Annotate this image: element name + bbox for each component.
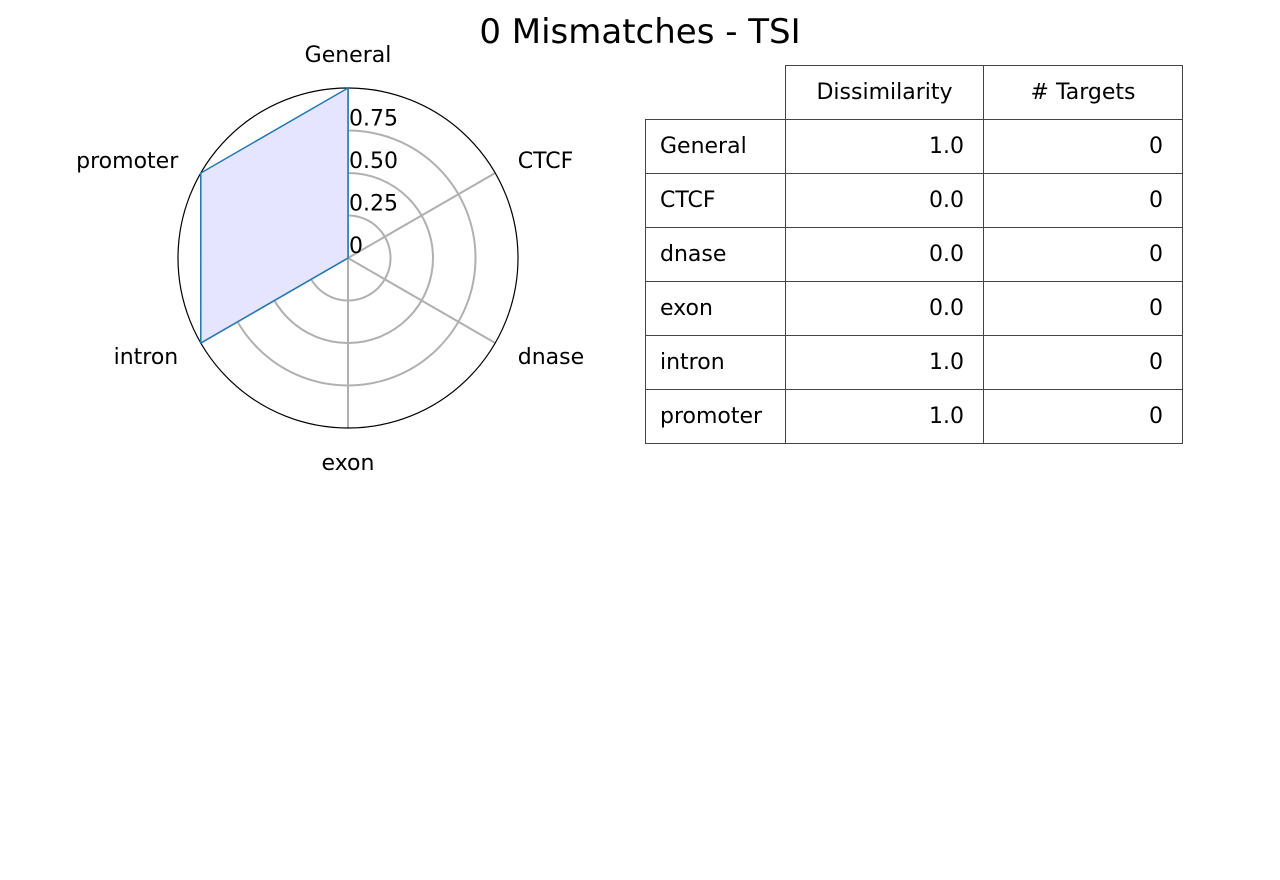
angular-gridline bbox=[347, 257, 496, 344]
dissimilarity-cell: 0.0 bbox=[785, 173, 984, 228]
targets-cell: 0 bbox=[983, 335, 1183, 390]
targets-cell: 0 bbox=[983, 173, 1183, 228]
data-table: Dissimilarity # Targets General 1.0 0 CT… bbox=[645, 65, 1183, 444]
dissimilarity-cell: 0.0 bbox=[785, 227, 984, 282]
row-label: dnase bbox=[645, 227, 786, 282]
row-label: exon bbox=[645, 281, 786, 336]
dissimilarity-cell: 1.0 bbox=[785, 335, 984, 390]
radial-tick-label: 0 bbox=[349, 234, 363, 259]
table-corner-cell bbox=[645, 65, 786, 120]
category-label: CTCF bbox=[518, 149, 574, 174]
table-row: promoter 1.0 0 bbox=[645, 389, 1183, 444]
radial-tick-label: 0.50 bbox=[349, 149, 398, 174]
category-label: intron bbox=[114, 345, 179, 370]
targets-cell: 0 bbox=[983, 389, 1183, 444]
data-polygon bbox=[200, 86, 349, 345]
category-label: dnase bbox=[518, 345, 584, 370]
category-label: General bbox=[305, 43, 392, 68]
table-row: General 1.0 0 bbox=[645, 119, 1183, 174]
column-header-dissimilarity: Dissimilarity bbox=[785, 65, 984, 120]
table-row: intron 1.0 0 bbox=[645, 335, 1183, 390]
radar-chart: 0 0.25 0.50 0.75 General CTCF dnase exon intron p… bbox=[76, 43, 584, 476]
targets-cell: 0 bbox=[983, 119, 1183, 174]
table-header-row: Dissimilarity # Targets bbox=[645, 65, 1183, 120]
dissimilarity-cell: 1.0 bbox=[785, 119, 984, 174]
dissimilarity-cell: 0.0 bbox=[785, 281, 984, 336]
targets-cell: 0 bbox=[983, 281, 1183, 336]
category-label: promoter bbox=[76, 149, 179, 174]
table-row: exon 0.0 0 bbox=[645, 281, 1183, 336]
row-label: promoter bbox=[645, 389, 786, 444]
table-row: CTCF 0.0 0 bbox=[645, 173, 1183, 228]
chart-title: 0 Mismatches - TSI bbox=[479, 12, 801, 52]
targets-cell: 0 bbox=[983, 227, 1183, 282]
radial-tick-label: 0.75 bbox=[349, 107, 398, 132]
row-label: intron bbox=[645, 335, 786, 390]
dissimilarity-cell: 1.0 bbox=[785, 389, 984, 444]
row-label: CTCF bbox=[645, 173, 786, 228]
category-label: exon bbox=[322, 451, 375, 476]
angular-gridline bbox=[347, 172, 496, 259]
column-header-targets: # Targets bbox=[983, 65, 1183, 120]
row-label: General bbox=[645, 119, 786, 174]
table-row: dnase 0.0 0 bbox=[645, 227, 1183, 282]
radial-tick-label: 0.25 bbox=[349, 192, 398, 217]
